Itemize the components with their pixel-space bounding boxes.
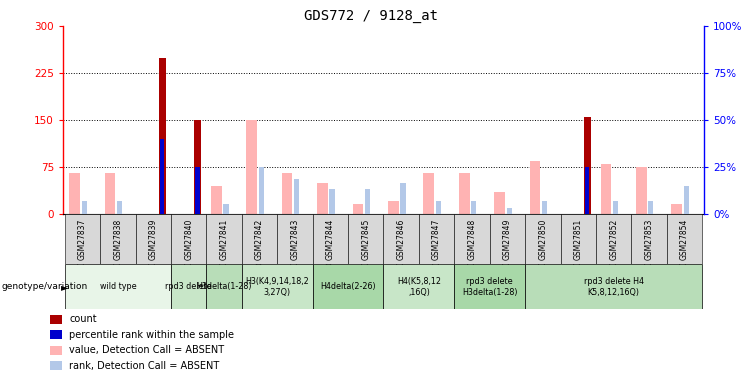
Bar [585,167,589,214]
Bar [419,214,454,264]
Text: GSM27851: GSM27851 [574,218,582,259]
Bar [671,204,682,214]
Bar [194,120,201,214]
Text: GSM27838: GSM27838 [113,218,122,259]
Text: rank, Detection Call = ABSENT: rank, Detection Call = ABSENT [69,361,219,371]
Text: H4(K5,8,12
,16Q): H4(K5,8,12 ,16Q) [397,277,441,297]
Bar [247,120,257,214]
Bar [207,214,242,264]
Bar [424,173,434,214]
Bar [136,214,171,264]
Bar [64,214,100,264]
Bar [117,201,122,214]
Bar [330,189,335,214]
Bar [584,117,591,214]
Text: GSM27844: GSM27844 [326,218,335,260]
Bar [50,346,62,355]
Bar [196,167,199,214]
Bar [313,264,383,309]
Bar [50,315,62,324]
Bar [70,173,80,214]
Bar [50,362,62,370]
Bar [454,214,490,264]
Text: GSM27852: GSM27852 [609,218,618,259]
Bar [242,264,313,309]
Text: GSM27842: GSM27842 [255,218,264,259]
Bar [282,173,293,214]
Bar [507,207,512,214]
Bar [631,214,667,264]
Bar [388,201,399,214]
Bar [82,201,87,214]
Text: GSM27841: GSM27841 [219,218,229,259]
Text: ►: ► [61,282,68,292]
Bar [259,167,264,214]
Bar [471,201,476,214]
Text: wild type: wild type [99,282,136,291]
Bar [365,189,370,214]
Bar [160,139,165,214]
Bar [667,214,702,264]
Text: rpd3 delete
H3delta(1-28): rpd3 delete H3delta(1-28) [462,277,517,297]
Bar [648,201,654,214]
Bar [684,186,689,214]
Text: GSM27847: GSM27847 [432,218,441,260]
Bar [50,330,62,339]
Bar [400,183,405,214]
Bar [525,264,702,309]
Bar [313,214,348,264]
Bar [494,192,505,214]
Bar [159,57,166,214]
Text: GSM27854: GSM27854 [680,218,689,260]
Bar [294,179,299,214]
Text: GSM27840: GSM27840 [185,218,193,260]
Bar [242,214,277,264]
Text: H3(K4,9,14,18,2
3,27Q): H3(K4,9,14,18,2 3,27Q) [245,277,309,297]
Text: count: count [69,314,96,324]
Bar [383,214,419,264]
Text: genotype/variation: genotype/variation [1,282,87,291]
Text: percentile rank within the sample: percentile rank within the sample [69,330,234,340]
Bar [104,173,116,214]
Bar [277,214,313,264]
Bar [530,160,540,214]
Bar [171,214,207,264]
Text: GDS772 / 9128_at: GDS772 / 9128_at [304,9,437,23]
Bar [542,201,548,214]
Bar [223,204,228,214]
Bar [560,214,596,264]
Bar [64,264,171,309]
Bar [171,264,207,309]
Bar [348,214,383,264]
Text: GSM27848: GSM27848 [468,218,476,259]
Text: GSM27849: GSM27849 [503,218,512,260]
Bar [383,264,454,309]
Text: rpd3 delete: rpd3 delete [165,282,212,291]
Bar [613,201,618,214]
Bar [436,201,441,214]
Bar [207,264,242,309]
Bar [353,204,363,214]
Text: GSM27839: GSM27839 [149,218,158,260]
Text: GSM27850: GSM27850 [538,218,548,260]
Text: GSM27853: GSM27853 [645,218,654,260]
Text: value, Detection Call = ABSENT: value, Detection Call = ABSENT [69,345,225,355]
Bar [454,264,525,309]
Bar [636,167,647,214]
Text: GSM27845: GSM27845 [362,218,370,260]
Text: GSM27843: GSM27843 [290,218,299,260]
Bar [596,214,631,264]
Bar [100,214,136,264]
Bar [317,183,328,214]
Bar [490,214,525,264]
Bar [459,173,470,214]
Text: GSM27837: GSM27837 [78,218,87,260]
Text: H4delta(2-26): H4delta(2-26) [320,282,376,291]
Bar [211,186,222,214]
Bar [525,214,560,264]
Text: H3delta(1-28): H3delta(1-28) [196,282,252,291]
Text: rpd3 delete H4
K5,8,12,16Q): rpd3 delete H4 K5,8,12,16Q) [584,277,644,297]
Bar [600,164,611,214]
Text: GSM27846: GSM27846 [396,218,405,260]
